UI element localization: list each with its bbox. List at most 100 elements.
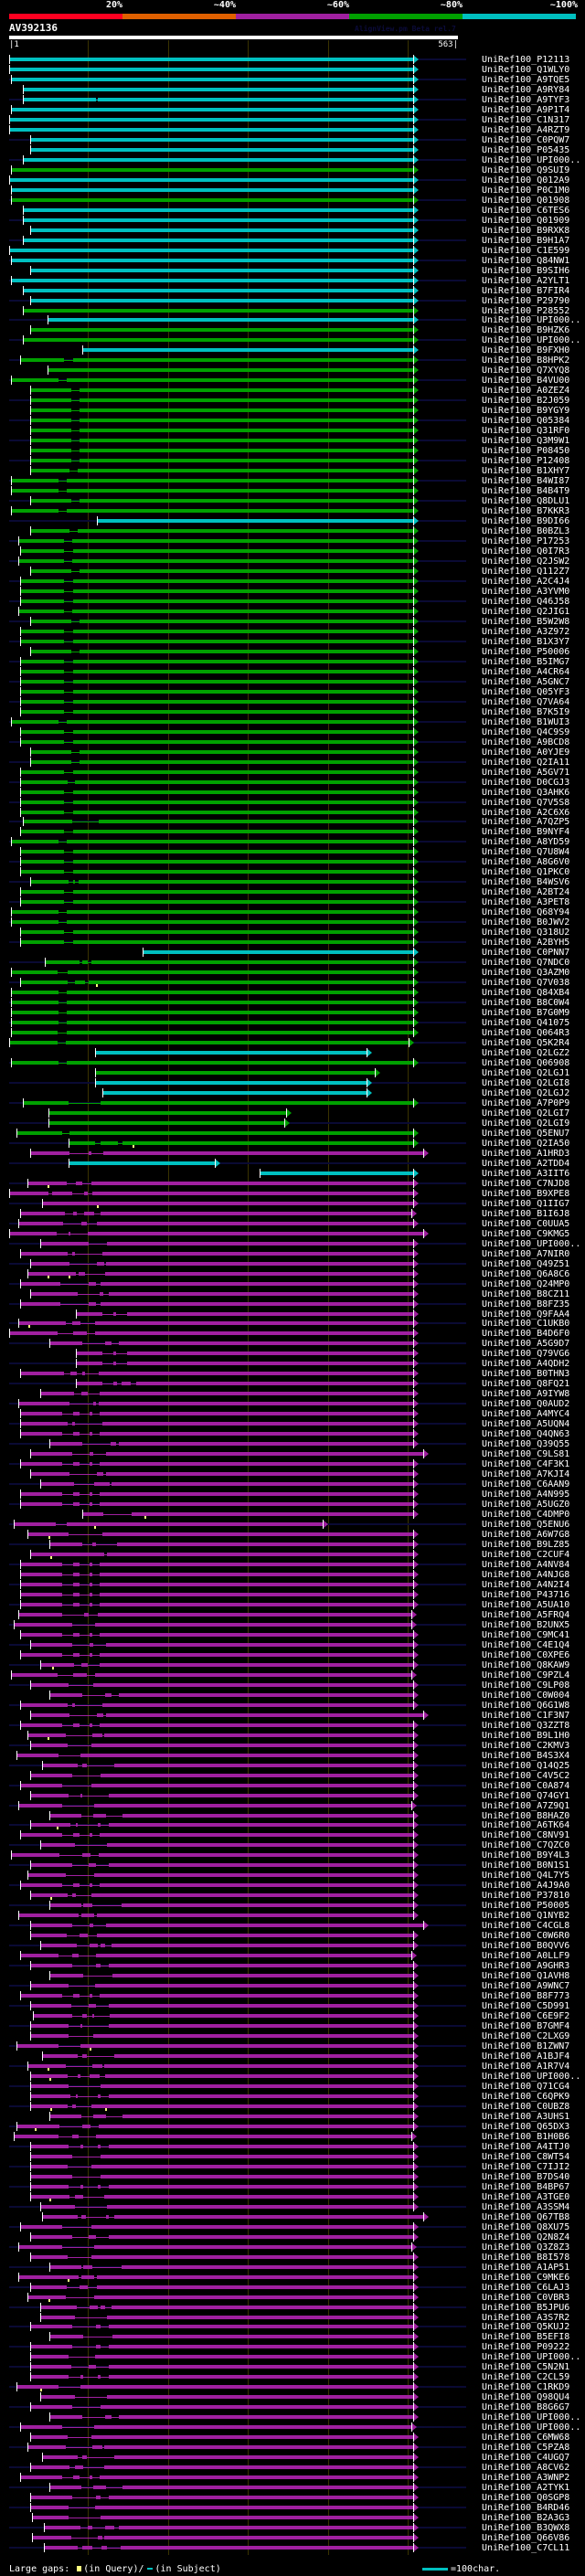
- subject-link[interactable]: UniRef100_Q74GY1: [482, 1790, 570, 1801]
- subject-link[interactable]: UniRef100_Q2IA50: [482, 1138, 570, 1149]
- subject-link[interactable]: UniRef100_A4ITJ0: [482, 2141, 570, 2152]
- subject-link[interactable]: UniRef100_C8WT54: [482, 2151, 570, 2162]
- subject-link[interactable]: UniRef100_B4RD46: [482, 2503, 570, 2514]
- subject-link[interactable]: UniRef100_Q5ENU7: [482, 1128, 570, 1139]
- subject-link[interactable]: UniRef100_Q7XYQ8: [482, 366, 570, 376]
- subject-link[interactable]: UniRef100_A4N2I4: [482, 1579, 570, 1590]
- subject-link[interactable]: UniRef100_A4J9A0: [482, 1881, 570, 1892]
- subject-link[interactable]: UniRef100_B7GMF4: [482, 2021, 570, 2032]
- subject-link[interactable]: UniRef100_A4NJG8: [482, 1569, 570, 1580]
- subject-link[interactable]: UniRef100_Q39Q55: [482, 1439, 570, 1450]
- subject-link[interactable]: UniRef100_B5EFI8: [482, 2332, 570, 2343]
- subject-link[interactable]: UniRef100_B1X3Y7: [482, 636, 570, 647]
- subject-link[interactable]: UniRef100_Q31RF0: [482, 426, 570, 437]
- subject-link[interactable]: UniRef100_A1AP51: [482, 2262, 570, 2273]
- subject-link[interactable]: UniRef100_A4CR64: [482, 666, 570, 677]
- subject-link[interactable]: UniRef100_C0XPE6: [482, 1649, 570, 1660]
- subject-link[interactable]: UniRef100_C0A874: [482, 1780, 570, 1791]
- subject-link[interactable]: UniRef100_B8FZ35: [482, 1299, 570, 1309]
- subject-link[interactable]: UniRef100_A7Z9Q1: [482, 1800, 570, 1811]
- subject-link[interactable]: UniRef100_Q41075: [482, 1018, 570, 1029]
- subject-link[interactable]: UniRef100_C0PQW7: [482, 134, 570, 145]
- subject-link[interactable]: UniRef100_A7P0P9: [482, 1097, 570, 1108]
- subject-link[interactable]: UniRef100_B4S3X4: [482, 1750, 570, 1761]
- subject-link[interactable]: UniRef100_B8HAZ0: [482, 1810, 570, 1821]
- subject-link[interactable]: UniRef100_UPI000..: [482, 2412, 581, 2423]
- subject-link[interactable]: UniRef100_B9Y4L3: [482, 1850, 570, 1861]
- subject-link[interactable]: UniRef100_Q2JSW2: [482, 557, 570, 567]
- subject-link[interactable]: UniRef100_B9YGY9: [482, 406, 570, 417]
- subject-link[interactable]: UniRef100_P08450: [482, 446, 570, 457]
- subject-link[interactable]: UniRef100_A8YD59: [482, 837, 570, 848]
- subject-link[interactable]: UniRef100_A2C6X6: [482, 807, 570, 818]
- subject-link[interactable]: UniRef100_A3WNP2: [482, 2473, 570, 2484]
- subject-link[interactable]: UniRef100_A3UHS1: [482, 2111, 570, 2122]
- subject-link[interactable]: UniRef100_C0W6R0: [482, 1931, 570, 1942]
- subject-link[interactable]: UniRef100_Q8XU75: [482, 2221, 570, 2232]
- subject-link[interactable]: UniRef100_B8C0W4: [482, 998, 570, 1009]
- subject-link[interactable]: UniRef100_Q7VA64: [482, 696, 570, 707]
- subject-link[interactable]: UniRef100_Q67TB8: [482, 2211, 570, 2222]
- subject-link[interactable]: UniRef100_Q68Y94: [482, 907, 570, 918]
- subject-link[interactable]: UniRef100_C7QZC0: [482, 1840, 570, 1851]
- subject-link[interactable]: UniRef100_C6E9F2: [482, 2011, 570, 2022]
- subject-link[interactable]: UniRef100_A2YLT1: [482, 275, 570, 286]
- subject-link[interactable]: UniRef100_C4F3K1: [482, 1459, 570, 1470]
- subject-link[interactable]: UniRef100_B1WUI3: [482, 716, 570, 727]
- subject-link[interactable]: UniRef100_A5GNC7: [482, 676, 570, 687]
- subject-link[interactable]: UniRef100_UPI000..: [482, 154, 581, 165]
- subject-link[interactable]: UniRef100_Q6G1W8: [482, 1700, 570, 1711]
- subject-link[interactable]: UniRef100_B9RXK8: [482, 225, 570, 236]
- subject-link[interactable]: UniRef100_B9HZK6: [482, 325, 570, 336]
- subject-link[interactable]: UniRef100_P50006: [482, 646, 570, 657]
- subject-link[interactable]: UniRef100_Q2IA11: [482, 757, 570, 768]
- subject-link[interactable]: UniRef100_Q3Z8Z3: [482, 2242, 570, 2253]
- subject-link[interactable]: UniRef100_B8G6G7: [482, 2402, 570, 2413]
- subject-link[interactable]: UniRef100_UPI000..: [482, 2422, 581, 2433]
- subject-link[interactable]: UniRef100_B1H0B6: [482, 2131, 570, 2142]
- subject-link[interactable]: UniRef100_C2CUF4: [482, 1550, 570, 1561]
- subject-link[interactable]: UniRef100_Q0I7R3: [482, 546, 570, 557]
- subject-link[interactable]: UniRef100_C4UGQ7: [482, 2453, 570, 2464]
- subject-link[interactable]: UniRef100_P12113: [482, 55, 570, 65]
- subject-link[interactable]: UniRef100_C6AAN9: [482, 1479, 570, 1490]
- subject-link[interactable]: UniRef100_A9TQE5: [482, 74, 570, 85]
- subject-link[interactable]: UniRef100_A7KJI4: [482, 1469, 570, 1480]
- subject-link[interactable]: UniRef100_P29790: [482, 295, 570, 306]
- subject-link[interactable]: UniRef100_P28552: [482, 305, 570, 316]
- subject-link[interactable]: UniRef100_C0VBR3: [482, 2292, 570, 2303]
- subject-link[interactable]: UniRef100_UPI000..: [482, 335, 581, 346]
- subject-link[interactable]: UniRef100_A2TYK1: [482, 2483, 570, 2494]
- subject-link[interactable]: UniRef100_A9WNC7: [482, 1981, 570, 1992]
- subject-link[interactable]: UniRef100_Q2JIG1: [482, 606, 570, 617]
- subject-link[interactable]: UniRef100_B0BZL3: [482, 526, 570, 537]
- subject-link[interactable]: UniRef100_Q4QN63: [482, 1429, 570, 1440]
- subject-link[interactable]: UniRef100_B5W2W8: [482, 616, 570, 627]
- subject-link[interactable]: UniRef100_Q3ZZT8: [482, 1720, 570, 1731]
- subject-link[interactable]: UniRef100_Q1WLY0: [482, 64, 570, 75]
- subject-link[interactable]: UniRef100_C5PZA8: [482, 2443, 570, 2454]
- subject-link[interactable]: UniRef100_C5N2N1: [482, 2362, 570, 2373]
- subject-link[interactable]: UniRef100_Q2LGJ1: [482, 1067, 570, 1078]
- subject-link[interactable]: UniRef100_C1N317: [482, 114, 570, 125]
- subject-link[interactable]: UniRef100_A6W7G8: [482, 1530, 570, 1541]
- subject-link[interactable]: UniRef100_B7K5I9: [482, 706, 570, 717]
- subject-link[interactable]: UniRef100_C9LS81: [482, 1449, 570, 1460]
- subject-link[interactable]: UniRef100_Q05YF3: [482, 686, 570, 697]
- subject-link[interactable]: UniRef100_C2KMV3: [482, 1740, 570, 1751]
- subject-link[interactable]: UniRef100_A2BT24: [482, 887, 570, 898]
- subject-link[interactable]: UniRef100_B5JPU6: [482, 2302, 570, 2313]
- subject-link[interactable]: UniRef100_A9TYF3: [482, 94, 570, 105]
- subject-link[interactable]: UniRef100_Q2LGI7: [482, 1108, 570, 1118]
- subject-link[interactable]: UniRef100_C9MKE6: [482, 2272, 570, 2283]
- subject-link[interactable]: UniRef100_Q9SUI9: [482, 164, 570, 175]
- subject-link[interactable]: UniRef100_Q8FQ21: [482, 1379, 570, 1390]
- subject-link[interactable]: UniRef100_P50005: [482, 1901, 570, 1912]
- subject-link[interactable]: UniRef100_Q064R3: [482, 1028, 570, 1039]
- subject-link[interactable]: UniRef100_C9MC41: [482, 1629, 570, 1640]
- subject-link[interactable]: UniRef100_B4WI87: [482, 476, 570, 487]
- subject-link[interactable]: UniRef100_B7G0M9: [482, 1008, 570, 1019]
- subject-link[interactable]: UniRef100_B8I578: [482, 2252, 570, 2263]
- subject-link[interactable]: UniRef100_B9XPE8: [482, 1188, 570, 1199]
- subject-link[interactable]: UniRef100_A3TGE0: [482, 2191, 570, 2202]
